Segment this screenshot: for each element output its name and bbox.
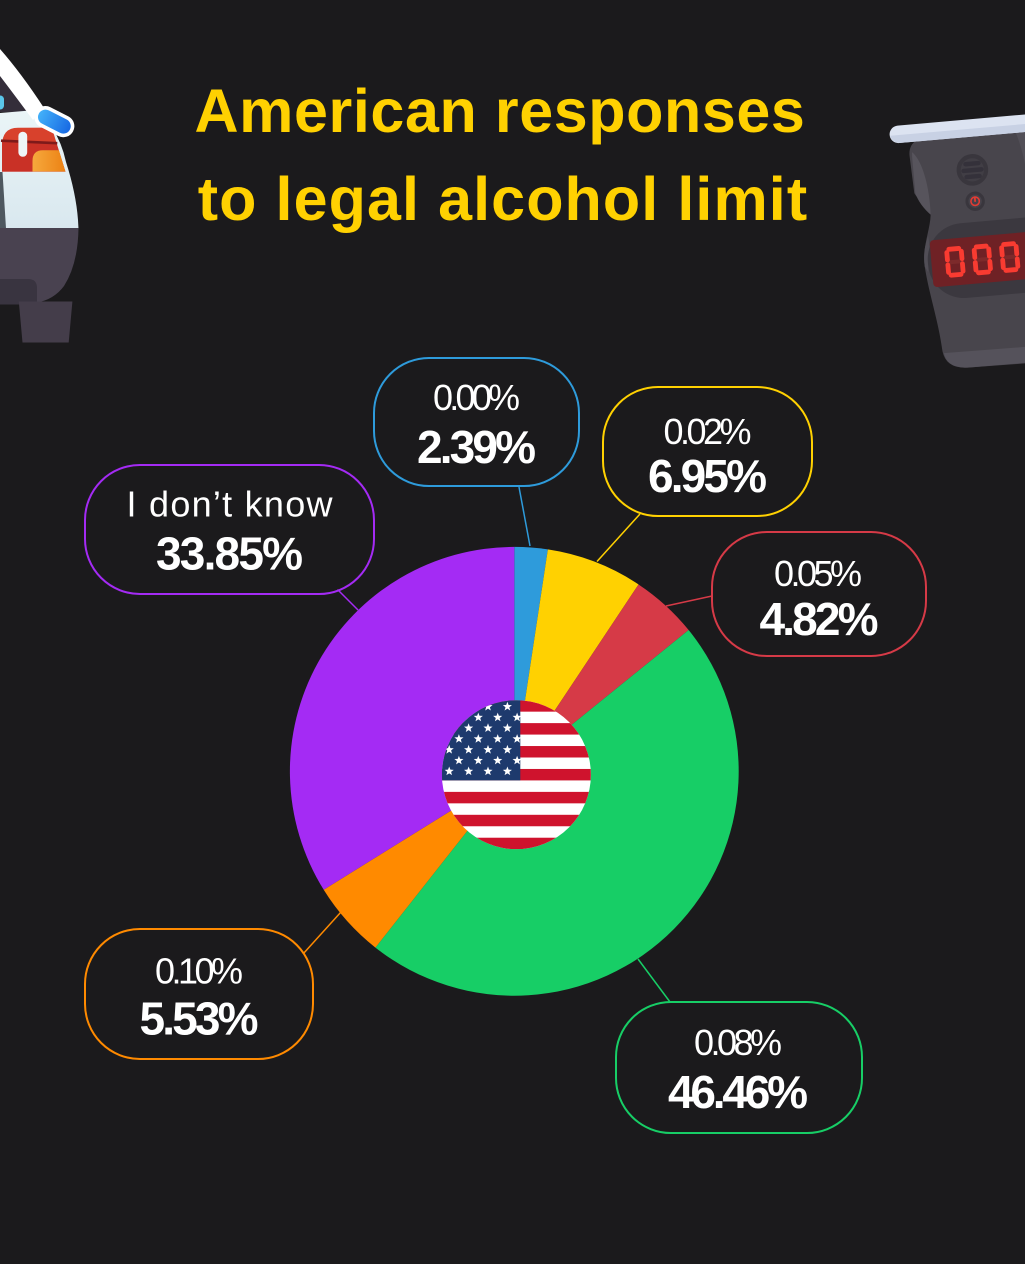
svg-text:0.05%: 0.05% [774,553,862,594]
svg-text:0.02%: 0.02% [664,411,752,452]
svg-text:to legal alcohol limit: to legal alcohol limit [198,165,809,233]
svg-text:6.95%: 6.95% [648,450,767,502]
svg-text:0.00%: 0.00% [433,377,520,418]
svg-text:0.10%: 0.10% [155,951,243,992]
svg-text:0.08%: 0.08% [694,1022,782,1063]
svg-text:American responses: American responses [195,77,806,145]
svg-text:2.39%: 2.39% [417,421,536,473]
svg-text:46.46%: 46.46% [668,1066,808,1118]
svg-text:4.82%: 4.82% [760,593,879,645]
svg-text:I don’t know: I don’t know [127,484,334,525]
svg-text:33.85%: 33.85% [156,528,303,580]
svg-text:5.53%: 5.53% [140,993,259,1045]
